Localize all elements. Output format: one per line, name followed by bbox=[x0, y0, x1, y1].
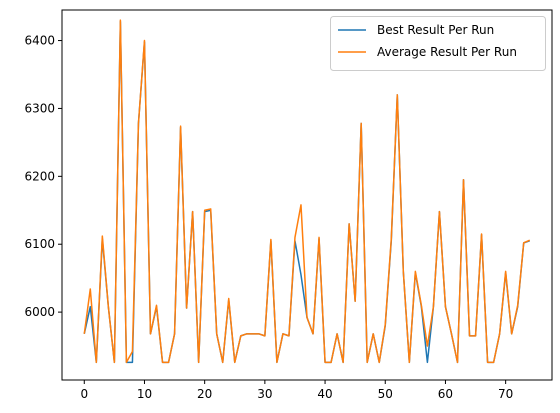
x-tick-label: 0 bbox=[80, 387, 88, 401]
y-tick-label: 6000 bbox=[24, 305, 55, 319]
legend: Best Result Per Run Average Result Per R… bbox=[330, 16, 546, 71]
legend-box bbox=[330, 16, 546, 71]
plot-frame bbox=[61, 9, 553, 381]
x-tick-label: 70 bbox=[498, 387, 513, 401]
x-tick-label: 50 bbox=[378, 387, 393, 401]
x-axis: 0 10 20 30 40 50 60 70 bbox=[80, 380, 513, 401]
y-tick-label: 6100 bbox=[24, 237, 55, 251]
y-tick-label: 6400 bbox=[24, 34, 55, 48]
legend-label-best: Best Result Per Run bbox=[377, 23, 494, 37]
y-tick-label: 6300 bbox=[24, 101, 55, 115]
x-tick-label: 40 bbox=[317, 387, 332, 401]
y-tick-label: 6200 bbox=[24, 169, 55, 183]
x-tick-label: 30 bbox=[257, 387, 272, 401]
axes-layer bbox=[61, 9, 553, 381]
x-tick-label: 10 bbox=[137, 387, 152, 401]
x-tick-label: 60 bbox=[438, 387, 453, 401]
series-line-1 bbox=[83, 19, 531, 364]
y-axis: 6000 6100 6200 6300 6400 bbox=[24, 34, 62, 319]
x-tick-label: 20 bbox=[197, 387, 212, 401]
series-layer bbox=[83, 19, 531, 364]
legend-label-average: Average Result Per Run bbox=[377, 45, 517, 59]
